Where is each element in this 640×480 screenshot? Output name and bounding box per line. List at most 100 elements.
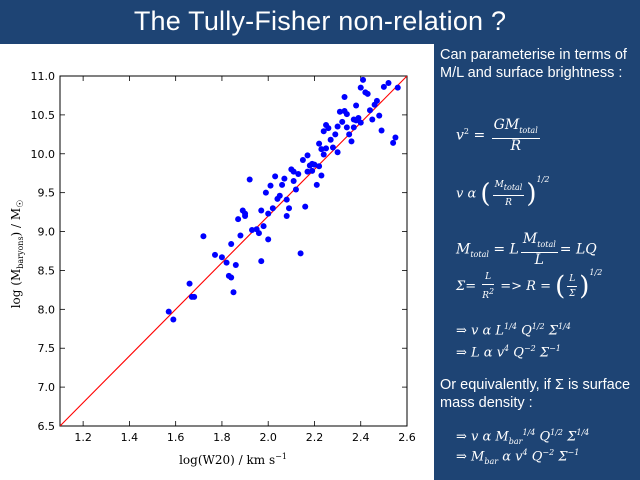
y-axis-label: log (Mbaryons) / M☉ [9,200,26,309]
data-point [364,90,371,97]
equation-luminosity-scaling: ⇒ L α v4 Q−2 Σ−1 [456,344,561,361]
x-tick-label: 2.4 [352,431,370,444]
data-point [360,76,367,83]
data-point [316,163,323,170]
data-point [355,115,362,121]
data-point [373,97,380,104]
data-point [292,186,299,193]
equation-baryon-mass-scaling: ⇒ Mbar α v4 Q−2 Σ−1 [456,448,580,466]
data-point [186,280,193,287]
data-point [228,241,235,247]
equation-mass-luminosity: Mtotal = L Mtotal L = LQ [456,231,597,268]
x-tick-label: 1.4 [121,431,139,444]
equivalent-text: Or equivalently, if Σ is surface mass de… [440,377,631,411]
x-tick-label: 1.2 [74,431,92,444]
data-point [295,171,302,177]
data-point [309,167,316,174]
equation-velocity-baryon-scaling: ⇒ v α Mbar1/4 Q1/2 Σ1/4 [456,428,590,446]
data-point [350,124,357,131]
x-tick-label: 2.6 [398,431,416,444]
data-point [242,213,249,219]
data-point [258,207,265,214]
data-point [290,178,297,184]
axis-ticks: 1.2 1.4 1.6 1.8 2.0 2.2 2.4 2.6 6.5 7.0 7.5 8.0 8.5 9… [31,70,416,444]
x-axis-label: log(W20) / km s−1 [179,452,287,467]
data-point [380,83,387,90]
data-point [279,181,286,188]
data-point [357,84,364,91]
equation-surface-density: Σ= L R2 => R = (L Σ)1/2 [456,267,603,302]
equation-velocity-proportional: v α (Mtotal R)1/2 [456,175,550,209]
data-point [281,175,288,182]
data-point [230,289,237,296]
y-tick-label: 7.5 [38,342,56,355]
data-point [304,168,311,175]
data-point [392,134,399,141]
data-point [249,227,256,233]
scatter-plot-panel: 1.2 1.4 1.6 1.8 2.0 2.2 2.4 2.6 6.5 7.0 7.5 8.0 8.5 9… [0,44,434,480]
data-point [394,84,401,91]
y-tick-label: 10.5 [31,109,56,122]
data-point [304,152,311,159]
data-point [258,258,265,265]
x-tick-label: 1.6 [167,431,185,444]
data-point [170,316,177,323]
scatter-chart: 1.2 1.4 1.6 1.8 2.0 2.2 2.4 2.6 6.5 7.0 7.5 8.0 8.5 9… [9,70,416,467]
data-point [211,251,218,258]
data-point [334,149,341,156]
data-point [343,124,350,131]
data-point [265,236,272,243]
data-points [165,76,401,323]
y-tick-label: 7.0 [38,381,56,394]
y-tick-label: 9.0 [38,226,56,239]
data-point [255,230,262,237]
slide-title: The Tully-Fisher non-relation ? [133,6,507,36]
data-point [262,189,269,196]
data-point [336,108,343,115]
data-point [237,232,244,239]
data-point [267,182,274,189]
data-point [318,172,325,179]
data-point [366,107,373,114]
x-tick-label: 2.2 [306,431,324,444]
data-point [218,254,225,261]
data-point [283,213,290,219]
data-point [334,123,341,130]
data-point [323,145,330,152]
data-point [191,293,198,300]
equation-velocity-squared: v2 = GMtotal R [456,117,540,154]
data-point [329,144,336,151]
equation-velocity-scaling: ⇒ v α L1/4 Q1/2 Σ1/4 [456,322,571,339]
data-point [327,136,334,143]
data-point [269,205,276,212]
data-point [348,138,355,145]
data-point [246,176,253,183]
data-point [286,205,293,212]
data-point [200,233,207,240]
data-point [357,119,364,126]
data-point [235,216,242,223]
data-point [346,131,353,138]
y-tick-label: 10.0 [31,148,56,161]
data-point [276,192,283,199]
data-point [302,203,309,210]
data-point [232,262,239,268]
data-point [378,127,385,134]
y-tick-label: 8.0 [38,303,56,316]
x-tick-label: 2.0 [259,431,277,444]
data-point [339,118,346,125]
data-point [343,111,350,118]
data-point [320,128,327,135]
data-point [390,139,397,146]
y-tick-label: 9.5 [38,187,56,200]
data-point [385,80,392,86]
data-point [332,131,339,138]
data-point [165,308,172,315]
y-tick-label: 6.5 [38,420,56,433]
y-tick-label: 8.5 [38,264,56,277]
y-tick-label: 11.0 [31,70,56,83]
data-point [313,181,320,188]
data-point [265,210,272,217]
intro-text: Can parameterise in terms of M/L and sur… [440,47,627,81]
data-point [283,196,290,203]
